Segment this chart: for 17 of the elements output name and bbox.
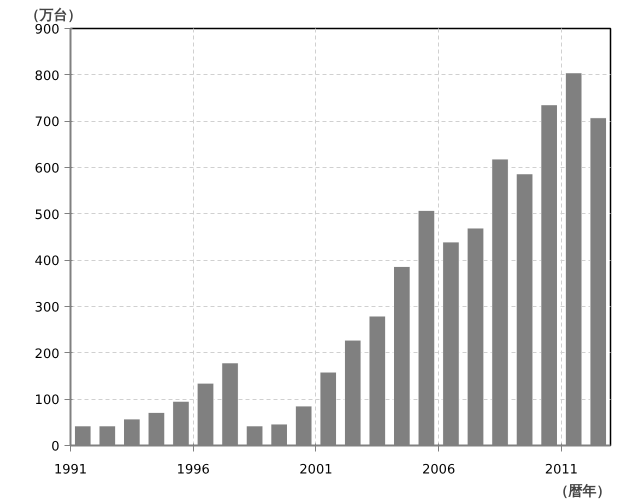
y-tick-label: 200 xyxy=(34,346,60,362)
y-tick-label: 500 xyxy=(34,208,60,223)
y-axis-title: （万台） xyxy=(26,8,82,24)
y-tick-label: 100 xyxy=(34,393,60,408)
y-tick-label: 700 xyxy=(34,115,60,130)
y-tick-label: 0 xyxy=(51,440,60,454)
y-tick-label: 800 xyxy=(34,68,60,84)
x-tick-label: 2011 xyxy=(544,462,578,478)
y-tick-label: 300 xyxy=(34,300,60,316)
x-axis-title: （暦年） xyxy=(554,484,610,500)
x-tick-label: 1996 xyxy=(176,462,210,478)
x-tick-label: 2001 xyxy=(299,462,333,478)
y-tick-label: 600 xyxy=(34,162,60,176)
y-tick-label: 900 xyxy=(34,22,60,38)
y-tick-label: 400 xyxy=(34,254,60,270)
x-tick-label: 2006 xyxy=(422,462,456,478)
x-tick-label: 1991 xyxy=(54,462,88,478)
